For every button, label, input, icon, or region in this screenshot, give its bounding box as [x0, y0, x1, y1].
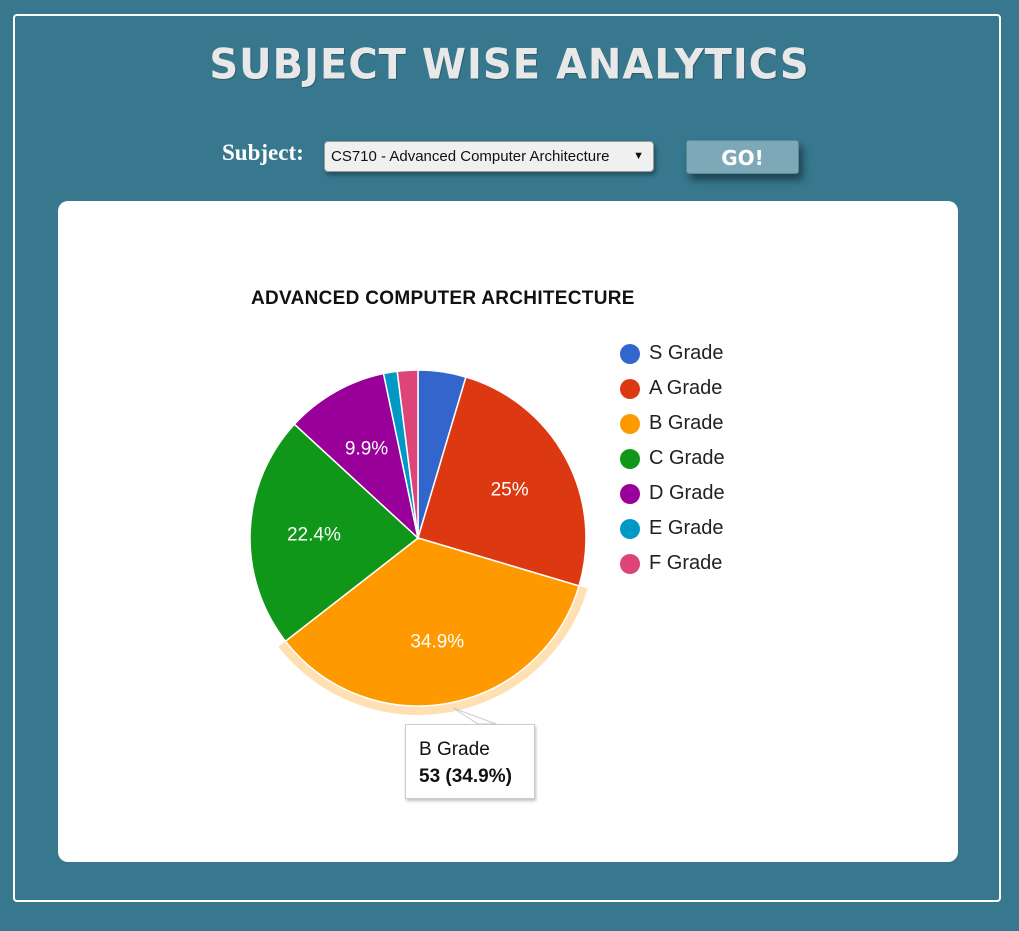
legend-swatch-icon: [620, 519, 640, 539]
tooltip-pointer: [452, 707, 497, 725]
slice-label-d-grade: 9.9%: [345, 438, 388, 459]
legend-item-s-grade[interactable]: S Grade: [620, 341, 760, 376]
legend-item-d-grade[interactable]: D Grade: [620, 481, 760, 516]
chart-panel: 25% 34.9% 22.4% 9.9% ADVANCED COMPUTER ARCH…: [58, 201, 958, 862]
legend-item-a-grade[interactable]: A Grade: [620, 376, 760, 411]
legend-swatch-icon: [620, 449, 640, 469]
tooltip-name: B Grade: [419, 739, 490, 760]
pie-slice-d-grade[interactable]: [293, 372, 420, 541]
chart-title: ADVANCED COMPUTER ARCHITECTURE: [251, 288, 635, 309]
legend-label: D Grade: [649, 482, 725, 504]
subject-label: Subject:: [222, 140, 304, 165]
subject-select-value: CS710 - Advanced Computer Architecture: [331, 148, 610, 165]
legend-label: E Grade: [649, 517, 724, 539]
legend-swatch-icon: [620, 484, 640, 504]
chart-tooltip: B Grade 53 (34.9%): [405, 724, 535, 799]
go-button[interactable]: GO!: [686, 140, 799, 174]
pie-chart: 25% 34.9% 22.4% 9.9%: [249, 369, 588, 725]
slice-highlight-b-grade: [278, 585, 588, 715]
legend-label: A Grade: [649, 377, 723, 399]
legend-swatch-icon: [620, 379, 640, 399]
slice-label-a-grade: 25%: [491, 479, 529, 500]
legend-label: B Grade: [649, 412, 724, 434]
legend-swatch-icon: [620, 344, 640, 364]
subject-select[interactable]: CS710 - Advanced Computer Architecture ▼: [324, 141, 654, 172]
slice-label-b-grade: 34.9%: [410, 631, 464, 652]
chart-legend: S Grade A Grade B Grade C Grade D Grade E Gra…: [620, 341, 760, 586]
pie-slice-c-grade[interactable]: [249, 423, 420, 643]
tooltip-value: 53 (34.9%): [419, 766, 512, 787]
legend-item-e-grade[interactable]: E Grade: [620, 516, 760, 551]
legend-label: F Grade: [649, 552, 723, 574]
legend-swatch-icon: [620, 554, 640, 574]
legend-item-b-grade[interactable]: B Grade: [620, 411, 760, 446]
legend-item-f-grade[interactable]: F Grade: [620, 551, 760, 586]
legend-label: C Grade: [649, 447, 725, 469]
slice-label-c-grade: 22.4%: [287, 525, 341, 546]
pie-slice-f-grade[interactable]: [396, 369, 419, 539]
legend-label: S Grade: [649, 342, 724, 364]
page-title: Subject Wise Analytics: [209, 40, 810, 90]
dropdown-arrow-icon: ▼: [633, 150, 644, 162]
legend-item-c-grade[interactable]: C Grade: [620, 446, 760, 481]
pie-slice-b-grade[interactable]: [284, 537, 580, 707]
legend-swatch-icon: [620, 414, 640, 434]
pie-slice-a-grade[interactable]: [417, 376, 587, 587]
page-frame: [13, 14, 1001, 902]
